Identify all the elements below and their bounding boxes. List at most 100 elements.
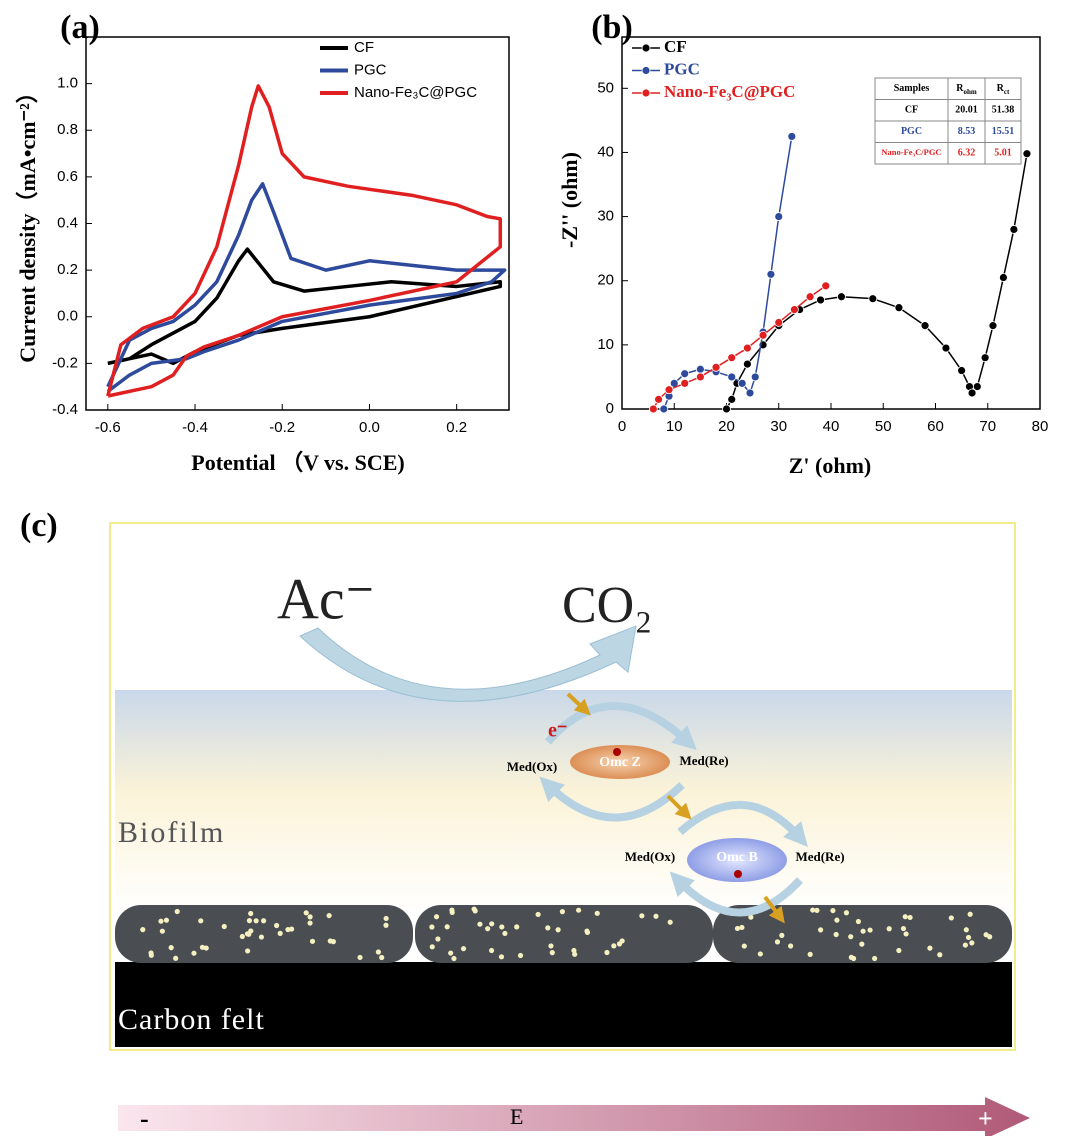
dot bbox=[851, 956, 856, 961]
dot bbox=[779, 933, 784, 938]
marker bbox=[738, 379, 746, 387]
series-line bbox=[653, 286, 825, 409]
marker bbox=[958, 367, 966, 375]
dot bbox=[818, 927, 823, 932]
dot bbox=[240, 934, 245, 939]
dot bbox=[887, 926, 892, 931]
dot bbox=[158, 919, 163, 924]
dot bbox=[560, 909, 565, 914]
x-tick-label: 0 bbox=[618, 418, 626, 435]
marker bbox=[743, 360, 751, 368]
mediator: Med(Ox) bbox=[507, 759, 558, 774]
marker bbox=[660, 405, 668, 413]
mediator: Med(Re) bbox=[795, 849, 844, 864]
dot bbox=[198, 918, 203, 923]
dot bbox=[448, 950, 453, 955]
dot bbox=[304, 910, 309, 915]
marker bbox=[728, 395, 736, 403]
dot bbox=[248, 928, 253, 933]
diagram: (c) Ac⁻ CO₂ e⁻ Med(Ox) Omc Z Med(Re) Med… bbox=[20, 507, 1030, 1136]
marker bbox=[788, 132, 796, 140]
dot bbox=[384, 916, 389, 921]
protein: Omc Z bbox=[599, 755, 641, 770]
dot bbox=[450, 910, 455, 915]
axis-minus: - bbox=[140, 1104, 149, 1133]
dot bbox=[844, 910, 849, 915]
dot bbox=[461, 946, 466, 951]
dot bbox=[788, 943, 793, 948]
x-tick-label: -0.6 bbox=[95, 419, 121, 436]
biofilm-label: Biofilm bbox=[118, 816, 225, 849]
dot bbox=[907, 915, 912, 920]
dot bbox=[248, 911, 253, 916]
dot bbox=[310, 939, 315, 944]
table-cell: 8.53 bbox=[958, 126, 976, 137]
dot bbox=[169, 945, 174, 950]
dot bbox=[814, 908, 819, 913]
x-tick-label: 10 bbox=[666, 418, 683, 435]
marker bbox=[869, 295, 877, 303]
x-tick-label: 0.2 bbox=[446, 419, 467, 436]
dot bbox=[430, 944, 435, 949]
table-cell: 51.38 bbox=[992, 105, 1015, 116]
dot bbox=[903, 914, 908, 919]
dot bbox=[499, 954, 504, 959]
page: (c) Ac⁻ CO₂ e⁻ Med(Ox) Omc Z Med(Re) Med… bbox=[0, 0, 1067, 1136]
dot bbox=[434, 914, 439, 919]
dot bbox=[585, 930, 590, 935]
dot bbox=[984, 932, 989, 937]
marker bbox=[696, 365, 704, 373]
marker bbox=[942, 344, 950, 352]
dot bbox=[834, 918, 839, 923]
dot bbox=[639, 913, 644, 918]
marker bbox=[973, 383, 981, 391]
dot bbox=[775, 939, 780, 944]
x-tick-label: 40 bbox=[823, 418, 840, 435]
dot bbox=[200, 945, 205, 950]
marker bbox=[723, 405, 731, 413]
marker bbox=[1023, 150, 1031, 158]
marker bbox=[743, 344, 751, 352]
table-header: Samples bbox=[894, 83, 930, 94]
series-line bbox=[727, 154, 1027, 409]
y-tick-label: 0.6 bbox=[57, 168, 78, 185]
y-tick-label: 1.0 bbox=[57, 75, 78, 92]
legend-marker bbox=[642, 67, 650, 75]
marker bbox=[681, 370, 689, 378]
heme bbox=[734, 870, 742, 878]
dot bbox=[620, 938, 625, 943]
marker bbox=[981, 354, 989, 362]
dot bbox=[668, 920, 673, 925]
marker bbox=[665, 386, 673, 394]
y-tick-label: 10 bbox=[597, 336, 614, 353]
dot bbox=[278, 931, 283, 936]
panel-label: (c) bbox=[20, 507, 58, 544]
rod bbox=[415, 905, 713, 963]
marker bbox=[655, 395, 663, 403]
x-tick-label: 20 bbox=[718, 418, 735, 435]
dot bbox=[937, 952, 942, 957]
dot bbox=[968, 912, 973, 917]
dot bbox=[485, 926, 490, 931]
legend-label: PGC bbox=[354, 61, 387, 78]
dot bbox=[477, 922, 482, 927]
series-line bbox=[108, 86, 500, 396]
dot bbox=[966, 935, 971, 940]
y-tick-label: -0.4 bbox=[52, 401, 78, 418]
x-tick-label: 0.0 bbox=[359, 419, 380, 436]
y-tick-label: 30 bbox=[597, 208, 614, 225]
marker bbox=[822, 282, 830, 290]
dot bbox=[499, 924, 504, 929]
dot bbox=[222, 924, 227, 929]
x-axis-label: Z' (ohm) bbox=[789, 453, 872, 478]
y-tick-label: 50 bbox=[597, 79, 614, 96]
axis-label: E bbox=[510, 1104, 523, 1129]
dot bbox=[435, 936, 440, 941]
marker bbox=[767, 270, 775, 278]
dot bbox=[254, 918, 259, 923]
table-header-sub: ct bbox=[1004, 87, 1010, 95]
dot bbox=[245, 948, 250, 953]
dot bbox=[327, 913, 332, 918]
product: CO₂ bbox=[562, 577, 652, 634]
dot bbox=[548, 943, 553, 948]
